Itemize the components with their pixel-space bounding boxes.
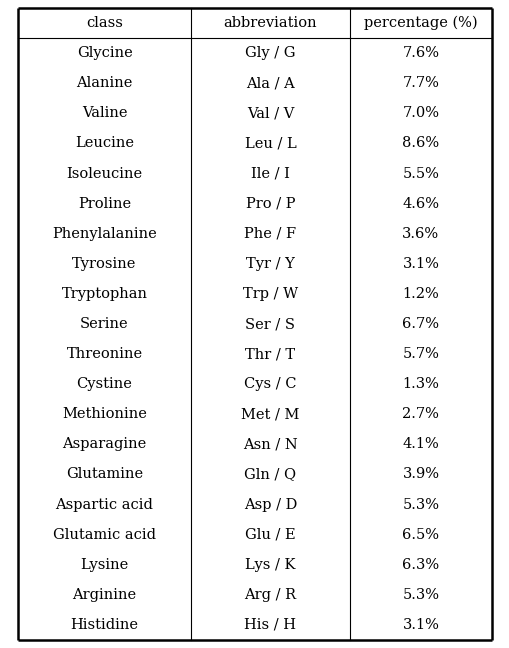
Text: 5.3%: 5.3% (402, 588, 439, 602)
Text: Proline: Proline (78, 196, 131, 211)
Text: Glutamine: Glutamine (66, 467, 143, 481)
Text: Arginine: Arginine (72, 588, 136, 602)
Text: Pro / P: Pro / P (245, 196, 295, 211)
Text: 8.6%: 8.6% (402, 137, 439, 150)
Text: Asn / N: Asn / N (243, 437, 297, 452)
Text: 6.5%: 6.5% (402, 527, 439, 542)
Text: Thr / T: Thr / T (245, 347, 295, 361)
Text: Leucine: Leucine (75, 137, 134, 150)
Text: 2.7%: 2.7% (402, 408, 438, 421)
Text: Gln / Q: Gln / Q (244, 467, 296, 481)
Text: 7.6%: 7.6% (402, 46, 439, 60)
Text: abbreviation: abbreviation (223, 16, 317, 30)
Text: 3.1%: 3.1% (402, 257, 438, 271)
Text: 5.3%: 5.3% (402, 498, 439, 511)
Text: 7.7%: 7.7% (402, 76, 438, 90)
Text: 5.5%: 5.5% (402, 167, 438, 181)
Text: 3.9%: 3.9% (402, 467, 439, 481)
Text: His / H: His / H (244, 618, 296, 632)
Text: Aspartic acid: Aspartic acid (55, 498, 153, 511)
Text: Trp / W: Trp / W (242, 287, 297, 301)
Text: Cystine: Cystine (76, 377, 132, 391)
Text: Alanine: Alanine (76, 76, 132, 90)
Text: Asparagine: Asparagine (62, 437, 147, 452)
Text: Glycine: Glycine (76, 46, 132, 60)
Text: Gly / G: Gly / G (245, 46, 295, 60)
Text: Phe / F: Phe / F (244, 227, 296, 240)
Text: Asp / D: Asp / D (243, 498, 297, 511)
Text: 6.7%: 6.7% (402, 317, 439, 331)
Text: Val / V: Val / V (246, 106, 294, 121)
Text: 1.3%: 1.3% (402, 377, 438, 391)
Text: Glu / E: Glu / E (245, 527, 295, 542)
Text: 1.2%: 1.2% (402, 287, 438, 301)
Text: Lysine: Lysine (80, 558, 128, 572)
Text: Tyr / Y: Tyr / Y (245, 257, 294, 271)
Text: Histidine: Histidine (70, 618, 138, 632)
Text: Tryptophan: Tryptophan (62, 287, 147, 301)
Text: Met / M: Met / M (241, 408, 299, 421)
Text: Ala / A: Ala / A (245, 76, 294, 90)
Text: Valine: Valine (81, 106, 127, 121)
Text: Phenylalanine: Phenylalanine (52, 227, 157, 240)
Text: 7.0%: 7.0% (402, 106, 439, 121)
Text: percentage (%): percentage (%) (363, 16, 477, 30)
Text: Serine: Serine (80, 317, 129, 331)
Text: 4.6%: 4.6% (402, 196, 439, 211)
Text: Tyrosine: Tyrosine (72, 257, 136, 271)
Text: class: class (86, 16, 123, 30)
Text: Leu / L: Leu / L (244, 137, 296, 150)
Text: Ile / I: Ile / I (250, 167, 289, 181)
Text: Methionine: Methionine (62, 408, 147, 421)
Text: Threonine: Threonine (66, 347, 143, 361)
Text: 3.1%: 3.1% (402, 618, 438, 632)
Text: Isoleucine: Isoleucine (66, 167, 143, 181)
Text: 4.1%: 4.1% (402, 437, 438, 452)
Text: Glutamic acid: Glutamic acid (53, 527, 156, 542)
Text: Arg / R: Arg / R (244, 588, 296, 602)
Text: 5.7%: 5.7% (402, 347, 438, 361)
Text: Ser / S: Ser / S (245, 317, 295, 331)
Text: 6.3%: 6.3% (402, 558, 439, 572)
Text: 3.6%: 3.6% (402, 227, 439, 240)
Text: Lys / K: Lys / K (245, 558, 295, 572)
Text: Cys / C: Cys / C (244, 377, 296, 391)
